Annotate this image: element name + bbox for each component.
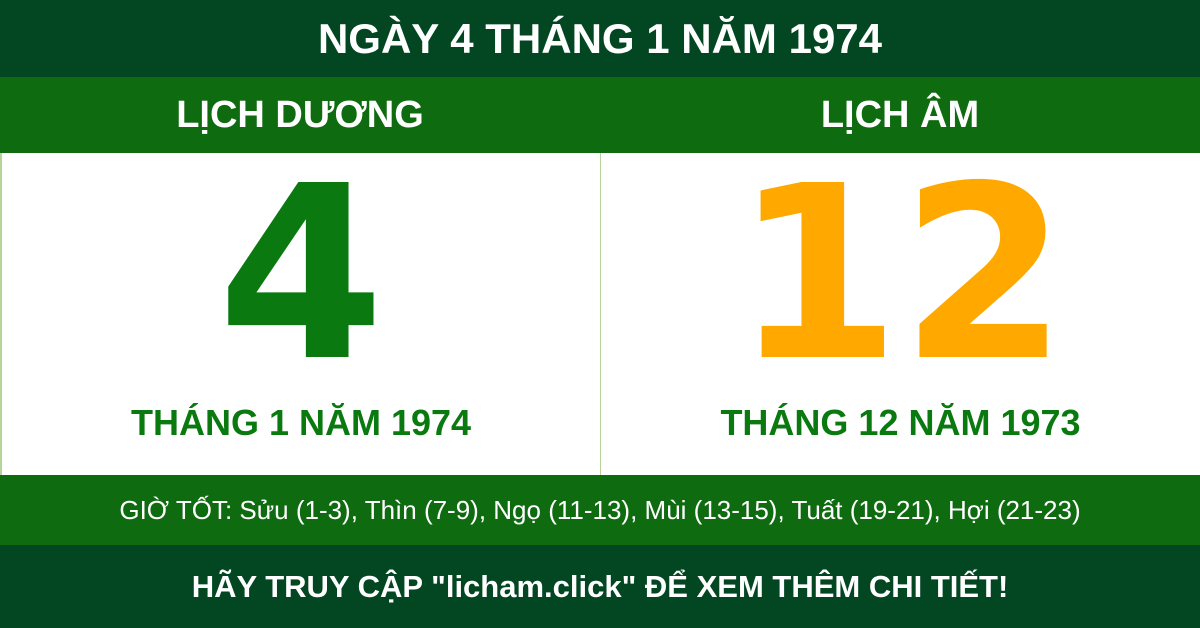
solar-month-year: THÁNG 1 NĂM 1974 [130,402,472,443]
footer-cta: HÃY TRUY CẬP "licham.click" ĐỂ XEM THÊM … [0,545,1200,628]
lunar-day: 12 [733,153,1068,414]
lunar-calendar-label: LỊCH ÂM [820,94,980,136]
calendar-body: 4 THÁNG 1 NĂM 1974 12 THÁNG 12 NĂM 1973 [0,153,1200,475]
solar-day: 4 [217,153,385,414]
lunar-month-year: THÁNG 12 NĂM 1973 [720,402,1081,443]
page-title: NGÀY 4 THÁNG 1 NĂM 1974 [0,0,1200,77]
calendar-headers: LỊCH DƯƠNG LỊCH ÂM [0,77,1200,153]
good-hours: GIỜ TỐT: Sửu (1-3), Thìn (7-9), Ngọ (11-… [0,475,1200,545]
solar-calendar-label: LỊCH DƯƠNG [176,94,424,136]
lunar-column: 12 THÁNG 12 NĂM 1973 [600,153,1200,475]
solar-column: 4 THÁNG 1 NĂM 1974 [0,153,600,475]
